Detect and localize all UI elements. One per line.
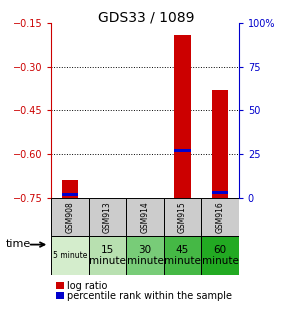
Text: GSM908: GSM908 xyxy=(66,201,74,233)
Text: GSM915: GSM915 xyxy=(178,201,187,233)
Bar xyxy=(56,282,64,289)
Text: 5 minute: 5 minute xyxy=(53,251,87,260)
FancyBboxPatch shape xyxy=(201,236,239,275)
FancyBboxPatch shape xyxy=(126,198,164,236)
FancyBboxPatch shape xyxy=(51,236,89,275)
Text: log ratio: log ratio xyxy=(67,281,107,291)
Text: GSM916: GSM916 xyxy=(216,201,224,233)
Bar xyxy=(174,149,191,152)
Bar xyxy=(62,181,79,198)
Text: 15
minute: 15 minute xyxy=(89,245,126,266)
FancyBboxPatch shape xyxy=(126,236,164,275)
FancyBboxPatch shape xyxy=(164,198,201,236)
Text: GSM913: GSM913 xyxy=(103,201,112,233)
Bar xyxy=(212,90,229,198)
Text: time: time xyxy=(6,239,31,249)
Bar xyxy=(56,292,64,299)
Text: 45
minute: 45 minute xyxy=(164,245,201,266)
FancyBboxPatch shape xyxy=(89,198,126,236)
FancyBboxPatch shape xyxy=(201,198,239,236)
Bar xyxy=(174,35,191,198)
FancyBboxPatch shape xyxy=(164,236,201,275)
Text: GDS33 / 1089: GDS33 / 1089 xyxy=(98,11,195,25)
Text: 60
minute: 60 minute xyxy=(202,245,239,266)
FancyBboxPatch shape xyxy=(89,236,126,275)
Bar xyxy=(62,193,79,196)
FancyBboxPatch shape xyxy=(51,198,89,236)
Text: percentile rank within the sample: percentile rank within the sample xyxy=(67,291,232,301)
Text: 30
minute: 30 minute xyxy=(127,245,163,266)
Text: GSM914: GSM914 xyxy=(141,201,149,233)
Bar xyxy=(212,191,229,194)
